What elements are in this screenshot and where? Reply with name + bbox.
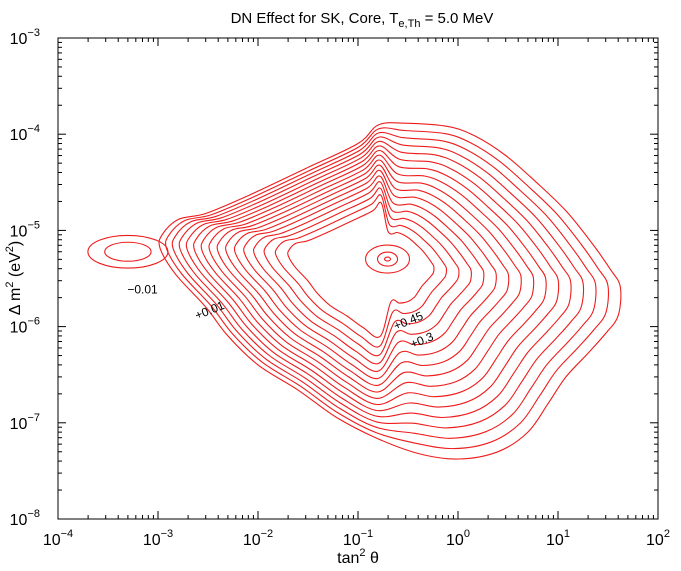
title-rest: = 5.0 MeV	[420, 10, 493, 27]
contour-line	[252, 181, 472, 365]
x-tick-label: 101	[546, 528, 570, 549]
contour-line	[364, 244, 411, 274]
contour-line	[233, 169, 497, 380]
contour-labels: −0.01+0.01 +0.45+0.3	[127, 283, 435, 352]
contour-line	[216, 159, 522, 393]
contour-line	[263, 187, 460, 357]
contour-line	[164, 127, 610, 450]
contour-line	[383, 256, 392, 262]
contour-label: −0.01	[127, 283, 158, 297]
contour-line	[274, 194, 447, 348]
contour-line	[171, 131, 597, 439]
x-tick-label: 10−1	[343, 528, 373, 549]
y-tick-label: 10−6	[10, 316, 40, 337]
title-subscript: e,Th	[398, 18, 420, 30]
contour-label: +0.45	[392, 309, 426, 333]
y-tick-label: 10−5	[10, 219, 40, 240]
contour-line	[376, 251, 399, 267]
plot-frame	[57, 37, 659, 520]
contour-line	[178, 136, 585, 429]
x-axis-label: tan2 θ	[337, 547, 379, 567]
x-tick-label: 10−4	[43, 528, 73, 549]
x-tick-label: 10−2	[243, 528, 273, 549]
contour-line	[185, 140, 572, 419]
y-tick-label: 10−3	[10, 27, 40, 48]
y-tick-label: 10−7	[10, 412, 40, 433]
x-tick-label: 100	[446, 528, 470, 549]
axis-ticks	[57, 38, 658, 520]
contour-line	[243, 175, 485, 372]
contour-label: +0.3	[408, 329, 436, 351]
contour-lines	[87, 122, 622, 460]
y-tick-label: 10−8	[10, 508, 40, 529]
contour-line	[193, 145, 560, 412]
contour-line	[158, 122, 622, 460]
chart-title: DN Effect for SK, Core, Te,Th = 5.0 MeV	[231, 10, 494, 30]
title-main: DN Effect for SK, Core, T	[231, 10, 399, 27]
y-tick-labels: 10−8 10−7 10−6 10−5 10−4 10−3	[10, 27, 40, 529]
contour-line	[287, 201, 435, 338]
contour-line	[208, 154, 535, 399]
contour-line-negative	[104, 241, 152, 262]
x-tick-label: 10−3	[143, 528, 173, 549]
x-tick-label: 102	[646, 528, 670, 549]
contour-line	[225, 164, 510, 386]
x-tick-labels: 10−4 10−3 10−2 10−1 100 101 102	[43, 528, 670, 549]
y-axis-label: Δ m2 (eV2)	[4, 241, 24, 316]
contour-line-negative	[87, 234, 169, 269]
contour-line	[200, 149, 547, 406]
y-tick-label: 10−4	[10, 123, 40, 144]
